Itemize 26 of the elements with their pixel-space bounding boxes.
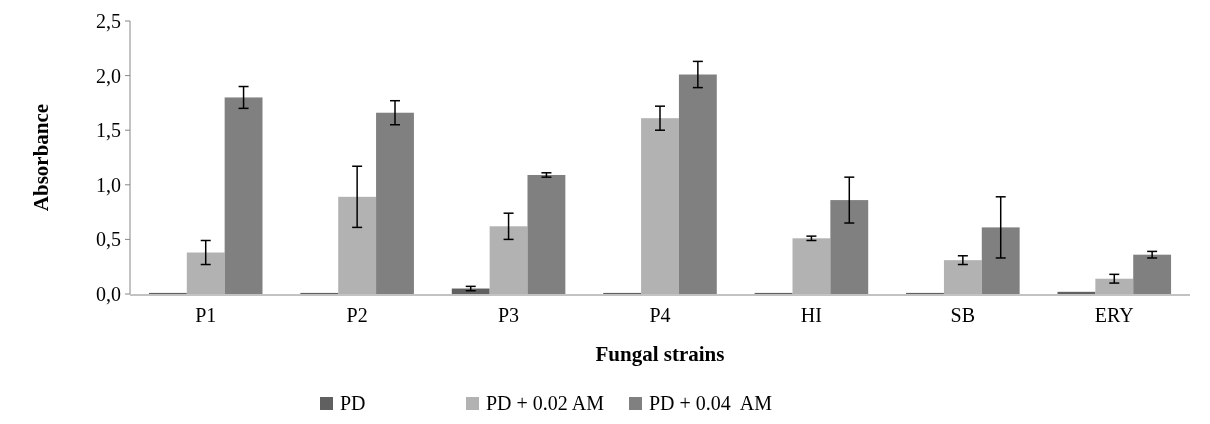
x-tick-label: HI — [800, 304, 822, 326]
bar — [338, 196, 377, 294]
bar — [943, 260, 982, 294]
y-tick-label: 1,5 — [96, 119, 121, 142]
legend-label: PD + 0.02 AM — [486, 392, 605, 414]
y-tick-label: 1,0 — [96, 173, 121, 196]
bar — [186, 252, 225, 294]
y-tick-label: 0,0 — [96, 283, 121, 305]
y-tick-label: 2,0 — [96, 64, 121, 87]
bar — [641, 118, 679, 294]
bar — [792, 238, 831, 294]
x-tick-label: P2 — [346, 304, 368, 326]
x-tick-label: P4 — [649, 304, 671, 326]
legend-label: PD + 0.04 AM — [649, 392, 773, 414]
x-tick-label: P1 — [195, 304, 217, 326]
bar — [451, 288, 490, 294]
x-tick-label: P3 — [498, 304, 520, 326]
y-tick-label: 0,5 — [96, 228, 121, 251]
bar — [489, 226, 528, 294]
legend-label: PD — [340, 392, 366, 414]
x-tick-label: SB — [950, 304, 976, 326]
x-axis-title: Fungal strains — [595, 342, 725, 366]
x-tick-label: ERY — [1094, 304, 1134, 326]
bar — [1095, 278, 1134, 294]
y-tick-label: 2,5 — [96, 10, 121, 32]
y-axis-title: Absorbance — [29, 103, 53, 212]
